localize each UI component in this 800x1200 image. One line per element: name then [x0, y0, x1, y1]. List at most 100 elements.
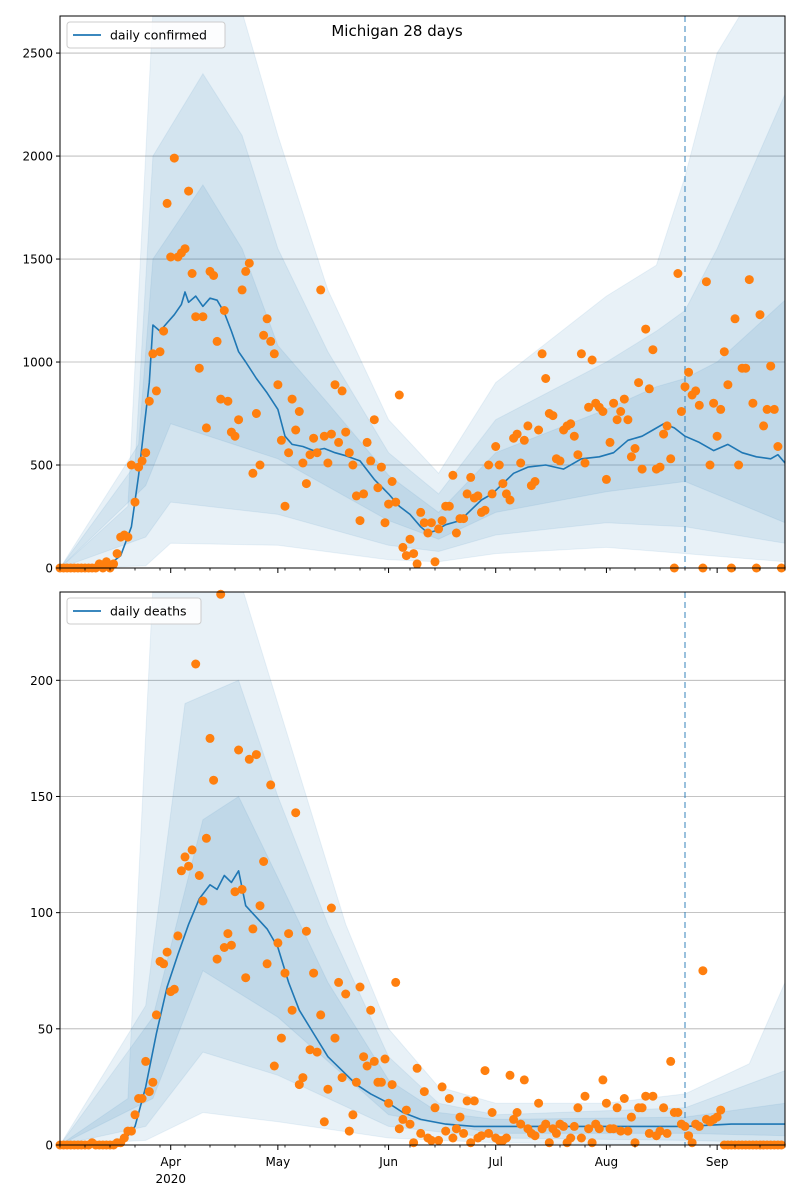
legend-label: daily confirmed	[110, 28, 207, 43]
observed-point	[248, 468, 258, 478]
observed-point	[337, 1073, 347, 1083]
observed-point	[359, 489, 369, 499]
median-line	[60, 291, 785, 568]
observed-point	[323, 458, 333, 468]
observed-point	[441, 1126, 451, 1136]
observed-point	[351, 1077, 361, 1087]
observed-point	[409, 549, 419, 559]
observed-point	[484, 1128, 494, 1138]
observed-point	[169, 984, 179, 994]
observed-point	[194, 871, 204, 880]
observed-point	[416, 507, 426, 517]
observed-point	[319, 431, 329, 441]
observed-point	[391, 497, 401, 507]
observed-point	[369, 415, 379, 425]
figure-title: Michigan 28 days	[331, 22, 462, 40]
observed-point	[194, 363, 204, 373]
observed-point	[416, 1128, 426, 1138]
observed-point	[384, 1098, 394, 1108]
observed-point	[355, 516, 365, 526]
observed-point	[326, 903, 336, 913]
observed-point	[609, 1124, 619, 1134]
observed-point	[587, 355, 597, 365]
observed-point	[366, 1005, 376, 1015]
observed-point	[362, 437, 372, 447]
observed-point	[366, 456, 376, 466]
observed-point	[666, 454, 676, 464]
observed-point	[659, 1103, 669, 1113]
observed-point	[576, 349, 586, 359]
observed-point	[566, 419, 576, 429]
observed-point	[244, 258, 254, 268]
observed-point	[355, 982, 365, 992]
observed-point	[694, 1121, 704, 1131]
observed-point	[323, 1084, 333, 1094]
x-tick-label: Jul	[487, 1155, 502, 1169]
observed-point	[198, 312, 208, 322]
observed-point	[219, 943, 229, 952]
observed-point	[644, 384, 654, 394]
observed-point	[637, 1103, 647, 1113]
observed-point	[241, 973, 251, 983]
x-tick-label: Aug	[595, 1155, 618, 1169]
observed-point	[637, 464, 647, 474]
observed-point	[280, 501, 290, 511]
y-tick-label: 200	[30, 674, 53, 688]
observed-point	[226, 940, 236, 950]
observed-point	[626, 452, 636, 462]
observed-point	[505, 1070, 515, 1080]
observed-point	[373, 483, 383, 493]
observed-point	[580, 1091, 590, 1101]
observed-point	[216, 394, 226, 404]
observed-point	[601, 1098, 611, 1108]
observed-point	[534, 425, 544, 435]
observed-point	[569, 431, 579, 441]
observed-point	[448, 1133, 458, 1143]
observed-point	[180, 244, 190, 254]
observed-point	[594, 1124, 604, 1134]
y-tick-label: 50	[38, 1022, 53, 1036]
observed-point	[434, 524, 444, 534]
observed-point	[309, 968, 319, 978]
observed-point	[616, 407, 626, 416]
observed-point	[619, 394, 629, 404]
observed-point	[312, 1047, 322, 1057]
observed-point	[262, 314, 272, 324]
observed-point	[709, 398, 719, 408]
observed-point	[641, 1091, 651, 1101]
observed-point	[584, 1124, 594, 1134]
observed-point	[123, 532, 133, 542]
observed-point	[119, 1133, 129, 1143]
observed-point	[130, 497, 140, 507]
observed-point	[130, 1110, 140, 1120]
observed-point	[662, 421, 672, 431]
observed-point	[444, 501, 454, 511]
observed-point	[184, 861, 194, 871]
observed-point	[159, 326, 169, 336]
observed-point	[380, 518, 390, 528]
observed-point	[680, 1121, 690, 1131]
observed-point	[191, 659, 201, 669]
observed-point	[401, 1105, 411, 1115]
observed-point	[609, 398, 619, 408]
observed-point	[605, 437, 615, 447]
observed-point	[401, 551, 411, 561]
observed-point	[716, 1105, 726, 1115]
observed-point	[241, 266, 251, 276]
observed-point	[166, 252, 176, 262]
observed-point	[391, 977, 401, 987]
observed-point	[219, 306, 229, 315]
observed-point	[294, 407, 304, 416]
observed-point	[616, 1126, 626, 1136]
observed-point	[141, 448, 151, 458]
observed-point	[519, 435, 529, 445]
observed-point	[584, 402, 594, 412]
observed-point	[698, 966, 708, 976]
observed-point	[530, 477, 540, 486]
observed-point	[641, 324, 651, 334]
observed-point	[612, 1103, 622, 1113]
observed-point	[644, 1128, 654, 1138]
observed-point	[305, 1045, 315, 1055]
observed-point	[384, 499, 394, 509]
observed-point	[234, 415, 244, 425]
